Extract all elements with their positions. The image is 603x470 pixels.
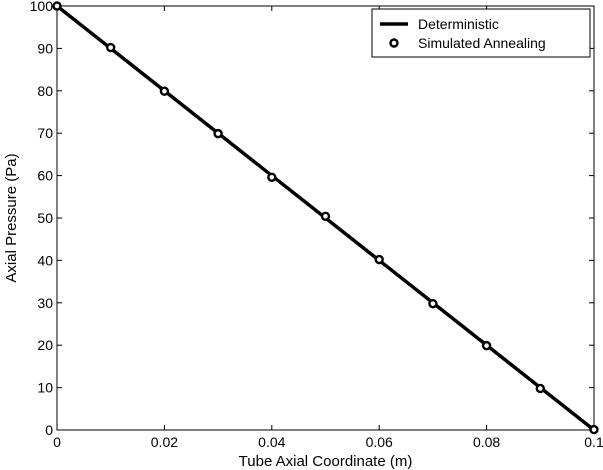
series-layer — [52, 1, 599, 435]
data-point-simulated-annealing — [589, 424, 599, 435]
y-tick-label: 10 — [37, 380, 53, 396]
y-tick-label: 0 — [45, 422, 53, 438]
data-point-simulated-annealing — [428, 298, 438, 309]
x-tick-label: 0.02 — [151, 434, 178, 450]
data-point-simulated-annealing — [320, 211, 331, 222]
y-tick-label: 50 — [37, 210, 53, 226]
legend: Deterministic Simulated Annealing — [371, 8, 591, 58]
legend-label: Deterministic — [418, 16, 499, 32]
data-point-simulated-annealing — [535, 383, 545, 394]
axis-ticks: 0 0.02 0.04 0.06 0.08 0.1 0 10 20 30 40 50 60 70 80 90 1… — [30, 0, 603, 450]
y-tick-label: 60 — [37, 168, 53, 184]
data-point-simulated-annealing — [159, 86, 170, 96]
y-tick-label: 30 — [37, 295, 53, 311]
x-tick-label: 0 — [53, 434, 61, 450]
data-point-simulated-annealing — [52, 1, 62, 11]
x-tick-label: 0.1 — [584, 434, 603, 450]
legend-label: Simulated Annealing — [418, 35, 546, 51]
data-point-simulated-annealing — [481, 340, 492, 351]
y-tick-label: 90 — [37, 40, 53, 56]
y-tick-label: 80 — [37, 83, 53, 99]
data-point-simulated-annealing — [374, 254, 384, 265]
data-point-simulated-annealing — [267, 172, 277, 182]
y-tick-label: 100 — [30, 0, 54, 14]
x-tick-label: 0.08 — [473, 434, 500, 450]
x-tick-label: 0.04 — [258, 434, 285, 450]
legend-marker-swatch — [389, 38, 399, 48]
y-tick-label: 70 — [37, 125, 53, 141]
x-axis-label: Tube Axial Coordinate (m) — [239, 453, 413, 470]
legend-box — [371, 8, 591, 58]
y-tick-label: 40 — [37, 252, 53, 268]
y-tick-label: 20 — [37, 337, 53, 353]
data-point-simulated-annealing — [105, 42, 116, 53]
data-point-simulated-annealing — [213, 128, 223, 139]
y-axis-label: Axial Pressure (Pa) — [3, 153, 20, 282]
x-tick-label: 0.06 — [366, 434, 393, 450]
